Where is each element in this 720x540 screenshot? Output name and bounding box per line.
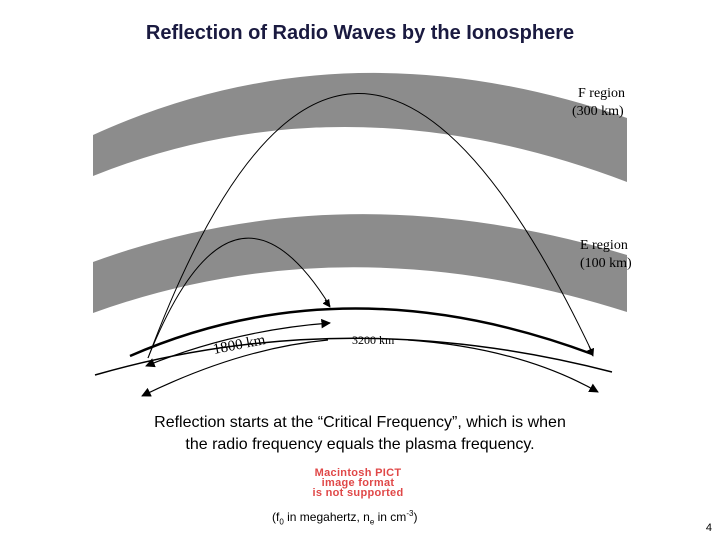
long-distance-arrow-right xyxy=(407,339,599,393)
e-region-label: E region xyxy=(580,238,628,253)
f-region-altitude: (300 km) xyxy=(572,104,624,119)
missing-image-placeholder: Macintosh PICT image format is not suppo… xyxy=(288,467,428,499)
caption-line2: the radio frequency equals the plasma fr… xyxy=(185,436,535,453)
note-f-sub: 0 xyxy=(279,517,284,527)
caption-line1: Reflection starts at the “Critical Frequ… xyxy=(154,414,566,431)
long-distance-text: 3200 km xyxy=(352,333,395,347)
long-distance-label: 3200 km xyxy=(352,333,395,347)
e-ray-arrowhead xyxy=(322,298,331,308)
f-region-label-line2: (300 km) xyxy=(572,104,624,119)
long-distance-arrow-left xyxy=(141,339,329,397)
note-open: (f xyxy=(272,510,280,524)
f-ray-arrowhead xyxy=(586,345,595,357)
slide-title: Reflection of Radio Waves by the Ionosph… xyxy=(145,22,575,44)
missing-image-line2: image format xyxy=(321,477,395,489)
missing-image-line3: is not supported xyxy=(312,487,404,499)
note-exponent: -3 xyxy=(406,509,414,518)
short-distance-label: 1800 km xyxy=(212,332,267,358)
short-distance-arrow xyxy=(145,318,331,368)
units-note: (f0 in megahertz, ne in cm-3) xyxy=(272,509,417,526)
f-region-label-line1: F region xyxy=(578,86,625,101)
short-distance-text: 1800 km xyxy=(212,332,267,358)
note-in: in cm xyxy=(374,510,407,524)
e-region-label-line2: (100 km) xyxy=(580,256,632,271)
caption: Reflection starts at the “Critical Frequ… xyxy=(110,412,610,456)
f-region-ray-path xyxy=(147,93,593,359)
f-region-label: F region xyxy=(578,86,625,101)
e-region-label-line1: E region xyxy=(580,238,628,253)
f-region-layer xyxy=(93,72,627,182)
note-mid: in megahertz, n xyxy=(283,510,370,524)
note-close: ) xyxy=(413,510,418,524)
missing-image-line1: Macintosh PICT xyxy=(314,467,402,479)
page-number: 4 xyxy=(705,522,712,534)
e-region-altitude: (100 km) xyxy=(580,256,632,271)
note-n-sub: e xyxy=(369,517,375,527)
e-region-layer xyxy=(93,214,627,313)
e-region-ray-path xyxy=(147,237,331,359)
